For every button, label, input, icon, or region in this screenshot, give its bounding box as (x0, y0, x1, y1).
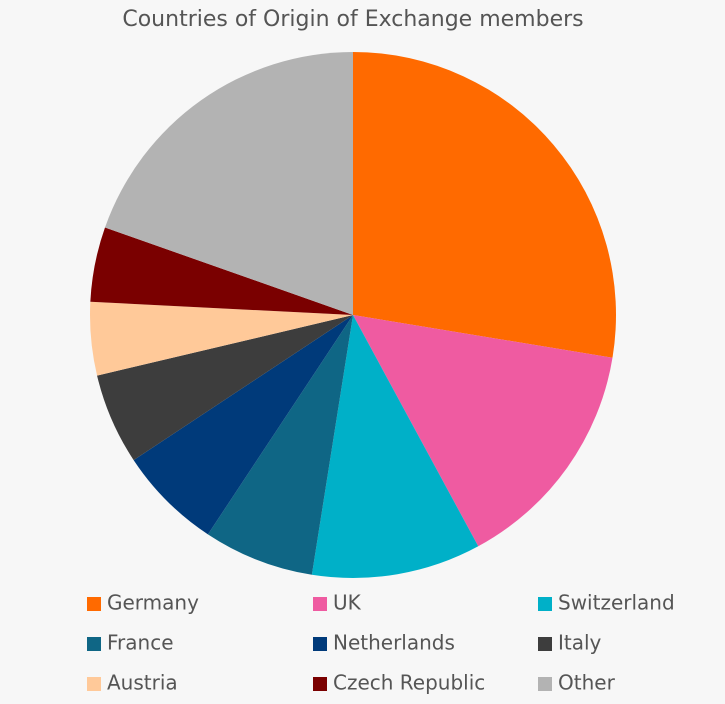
legend-swatch (87, 637, 101, 651)
pie-slice (353, 315, 613, 547)
pie-slice (89, 301, 353, 376)
legend-swatch (538, 597, 552, 611)
legend-swatch (313, 637, 327, 651)
legend-swatch (538, 677, 552, 691)
legend-label: Netherlands (333, 631, 455, 655)
legend-swatch (538, 637, 552, 651)
pie-slice (97, 315, 353, 461)
legend-swatch (87, 597, 101, 611)
legend-label: France (107, 631, 174, 655)
chart-title: Countries of Origin of Exchange members (122, 7, 583, 32)
legend-label: Czech Republic (333, 671, 485, 695)
legend-swatch (313, 677, 327, 691)
legend-label: Italy (558, 631, 602, 655)
legend-label: Austria (107, 671, 178, 695)
pie-slice (311, 315, 479, 578)
pie-slice (353, 52, 617, 358)
legend-swatch (313, 597, 327, 611)
legend-label: Switzerland (558, 591, 675, 615)
legend-label: UK (333, 591, 362, 615)
pie-slice (90, 227, 353, 315)
legend-label: Other (558, 671, 616, 695)
legend-label: Germany (107, 591, 199, 615)
pie-slice (207, 315, 353, 575)
legend-swatch (87, 677, 101, 691)
pie-slice (133, 315, 353, 535)
pie-slice (104, 52, 353, 315)
